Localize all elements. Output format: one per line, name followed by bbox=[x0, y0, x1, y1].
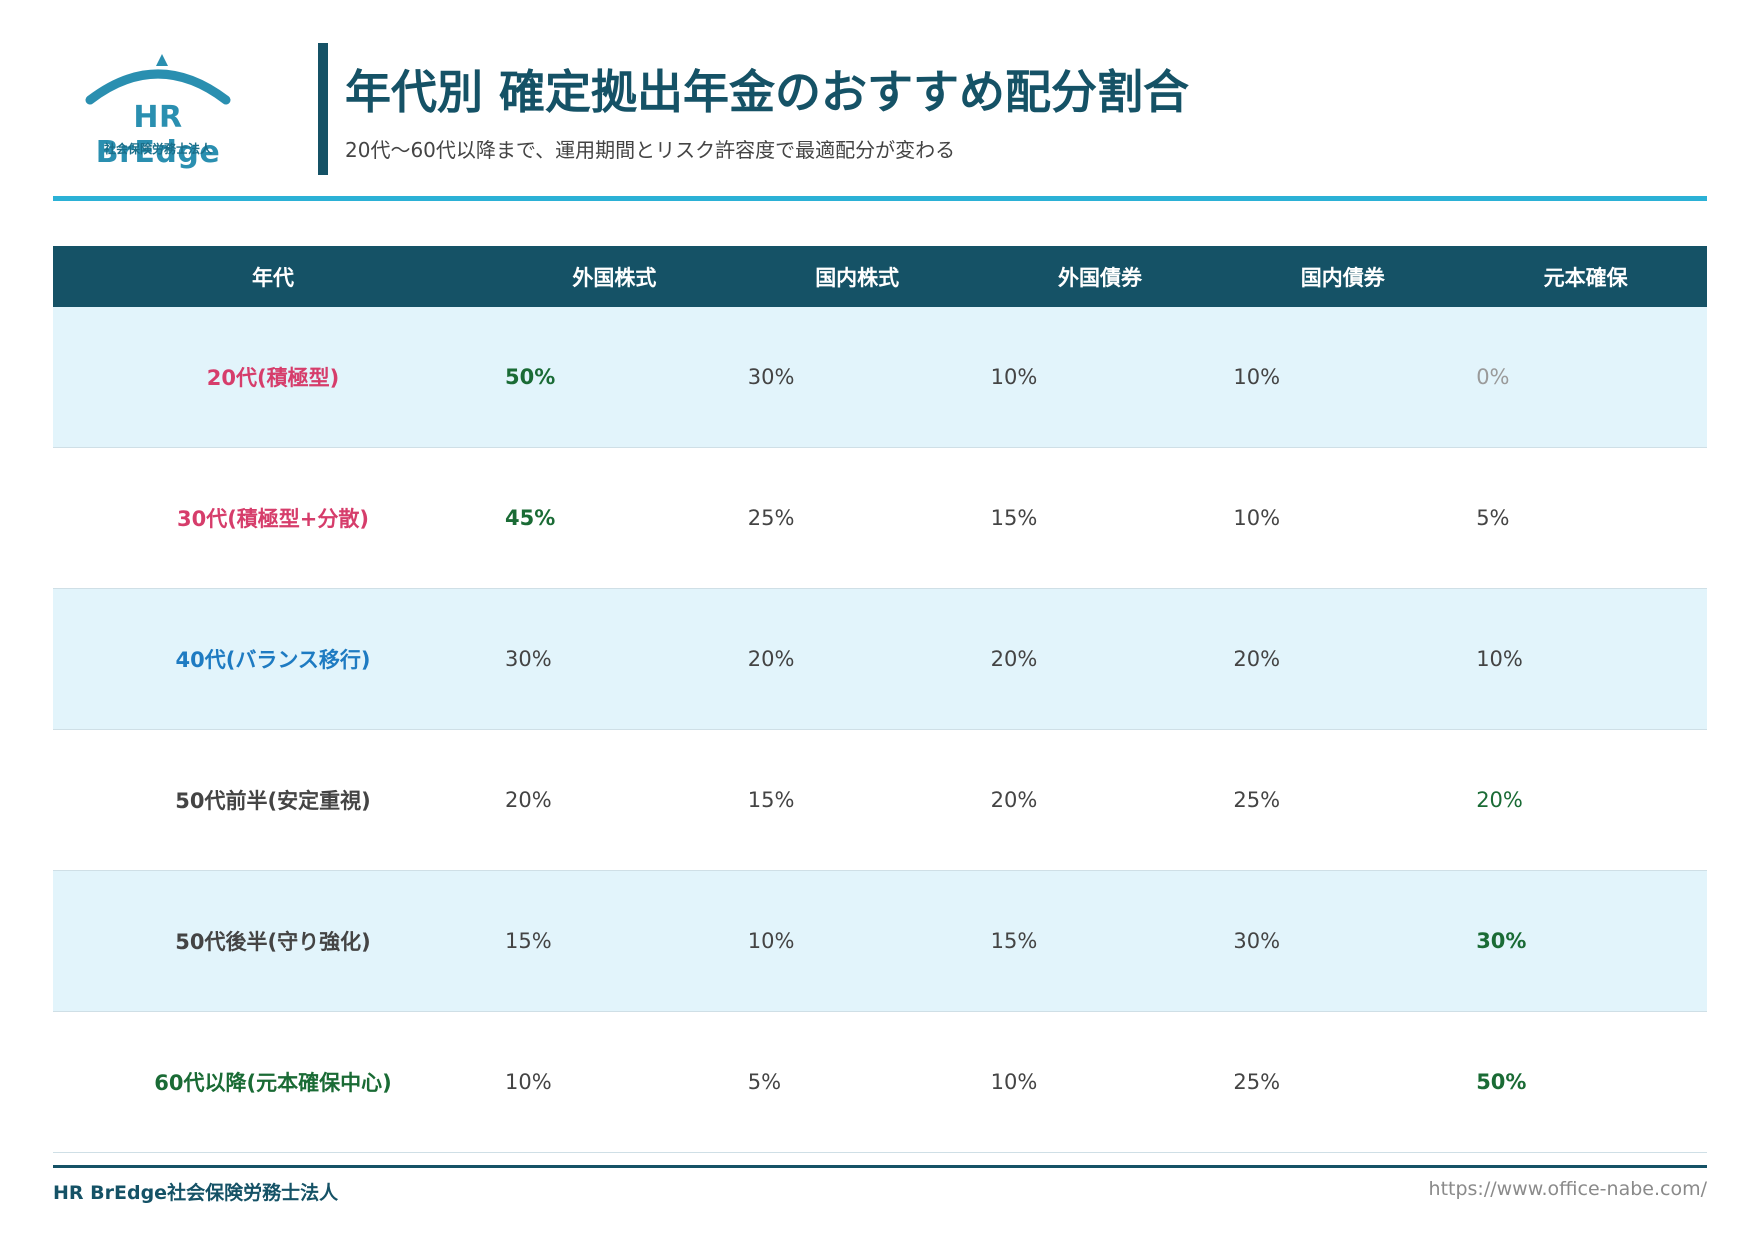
logo-subtext: 社会保険労務士法人 bbox=[103, 142, 212, 156]
era-label: 50代前半(安定重視) bbox=[53, 729, 493, 871]
table-row: 60代以降(元本確保中心) 10% 5% 10% 25% 50% bbox=[53, 1011, 1707, 1153]
allocation-cell: 30% bbox=[493, 588, 736, 730]
allocation-cell: 5% bbox=[735, 1011, 979, 1153]
allocation-cell: 10% bbox=[1464, 588, 1707, 730]
page-title: 年代別 確定拠出年金のおすすめ配分割合 bbox=[345, 65, 1190, 119]
allocation-cell: 10% bbox=[735, 870, 979, 1012]
era-label: 60代以降(元本確保中心) bbox=[53, 1011, 493, 1153]
footer-divider bbox=[53, 1165, 1707, 1168]
allocation-cell: 10% bbox=[1221, 307, 1465, 448]
company-logo: HR BrEdge 社会保険労務士法人 bbox=[68, 48, 248, 170]
allocation-cell: 5% bbox=[1464, 447, 1707, 589]
era-label: 40代(バランス移行) bbox=[53, 588, 493, 730]
column-header-domestic-bonds: 国内債券 bbox=[1221, 246, 1465, 307]
column-header-principal-guaranteed: 元本確保 bbox=[1464, 246, 1707, 307]
title-accent-bar bbox=[318, 43, 328, 175]
allocation-cell: 0% bbox=[1464, 307, 1707, 448]
allocation-cell: 20% bbox=[978, 588, 1222, 730]
allocation-cell: 10% bbox=[493, 1011, 736, 1153]
allocation-cell: 10% bbox=[978, 1011, 1222, 1153]
allocation-cell: 50% bbox=[493, 307, 736, 448]
header-divider bbox=[53, 196, 1707, 201]
column-header-era: 年代 bbox=[53, 246, 493, 307]
allocation-cell: 25% bbox=[735, 447, 979, 589]
header: HR BrEdge 社会保険労務士法人 年代別 確定拠出年金のおすすめ配分割合 … bbox=[53, 40, 1707, 200]
allocation-cell: 15% bbox=[978, 447, 1222, 589]
allocation-cell: 20% bbox=[493, 729, 736, 871]
table-header-row: 年代 外国株式 国内株式 外国債券 国内債券 元本確保 bbox=[53, 246, 1707, 307]
era-label: 20代(積極型) bbox=[53, 307, 493, 448]
allocation-cell: 50% bbox=[1464, 1011, 1707, 1153]
footer-company-name: HR BrEdge社会保険労務士法人 bbox=[53, 1182, 339, 1204]
allocation-cell: 20% bbox=[1464, 729, 1707, 871]
allocation-cell: 20% bbox=[1221, 588, 1465, 730]
table-row: 50代後半(守り強化) 15% 10% 15% 30% 30% bbox=[53, 870, 1707, 1012]
allocation-cell: 45% bbox=[493, 447, 736, 589]
allocation-cell: 25% bbox=[1221, 729, 1465, 871]
allocation-cell: 30% bbox=[735, 307, 979, 448]
table-row: 50代前半(安定重視) 20% 15% 20% 25% 20% bbox=[53, 729, 1707, 871]
allocation-cell: 20% bbox=[735, 588, 979, 730]
allocation-cell: 15% bbox=[978, 870, 1222, 1012]
table-row: 40代(バランス移行) 30% 20% 20% 20% 10% bbox=[53, 588, 1707, 730]
footer-website-link[interactable]: https://www.office-nabe.com/ bbox=[1428, 1178, 1707, 1200]
era-label: 30代(積極型+分散) bbox=[53, 447, 493, 589]
column-header-foreign-stocks: 外国株式 bbox=[493, 246, 736, 307]
bridge-arc-icon bbox=[85, 54, 231, 105]
table-row: 20代(積極型) 50% 30% 10% 10% 0% bbox=[53, 307, 1707, 448]
allocation-cell: 10% bbox=[1221, 447, 1465, 589]
page-subtitle: 20代〜60代以降まで、運用期間とリスク許容度で最適配分が変わる bbox=[345, 138, 956, 162]
allocation-cell: 20% bbox=[978, 729, 1222, 871]
allocation-cell: 10% bbox=[978, 307, 1222, 448]
allocation-cell: 15% bbox=[493, 870, 736, 1012]
table-row: 30代(積極型+分散) 45% 25% 15% 10% 5% bbox=[53, 447, 1707, 589]
allocation-cell: 25% bbox=[1221, 1011, 1465, 1153]
allocation-cell: 15% bbox=[735, 729, 979, 871]
allocation-table: 年代 外国株式 国内株式 外国債券 国内債券 元本確保 20代(積極型) 50%… bbox=[53, 246, 1707, 1153]
logo-wordmark: HR BrEdge bbox=[95, 100, 221, 170]
era-label: 50代後半(守り強化) bbox=[53, 870, 493, 1012]
allocation-cell: 30% bbox=[1464, 870, 1707, 1012]
column-header-domestic-stocks: 国内株式 bbox=[735, 246, 979, 307]
allocation-cell: 30% bbox=[1221, 870, 1465, 1012]
column-header-foreign-bonds: 外国債券 bbox=[978, 246, 1222, 307]
